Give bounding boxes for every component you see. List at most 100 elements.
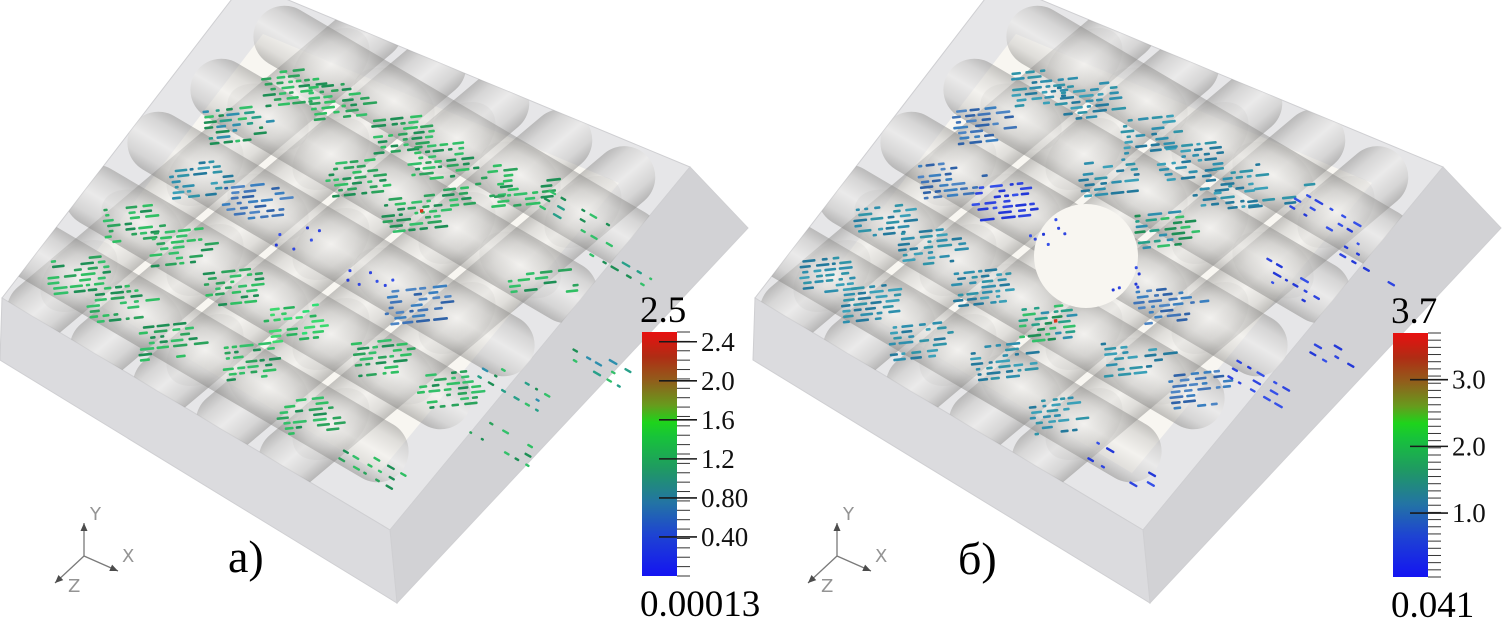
glyph-cluster <box>86 284 160 324</box>
yarn-crossing <box>292 28 370 100</box>
glyph-cluster <box>263 303 329 344</box>
colorbar-tick-label: 2.0 <box>701 366 735 396</box>
glyph-cluster <box>1120 114 1184 155</box>
glyph-cluster <box>951 106 1018 146</box>
x-axis-arrowhead <box>862 564 871 571</box>
colorbar: 2.4 2.0 1.6 1.2 0.80 0.40 2.5 0.00013 <box>640 290 760 625</box>
glyph-cluster <box>276 396 346 436</box>
glyph-cluster <box>853 203 919 237</box>
yarn-crossing <box>227 353 309 421</box>
glyph-cluster <box>1100 342 1178 378</box>
glyph-cluster <box>1339 242 1396 287</box>
yarn-crossing <box>101 189 183 257</box>
glyph-cluster <box>1309 343 1355 369</box>
yarn-crossing <box>479 141 561 209</box>
glyph-cluster <box>149 227 219 268</box>
glyph-cluster <box>338 449 407 490</box>
axis-label-y: Y <box>89 504 102 525</box>
colorbar-tick-label: 1.0 <box>1452 498 1486 528</box>
glyph-cluster <box>1054 81 1127 120</box>
yarn-crossing <box>418 102 496 174</box>
z-axis-arrowhead <box>55 574 64 583</box>
glyph-cluster <box>589 241 653 287</box>
colorbar-min-label: 0.041 <box>1391 585 1474 626</box>
z-axis-arrowhead <box>808 574 817 583</box>
glyph-cluster <box>308 82 378 122</box>
colorbar-max-label: 3.7 <box>1391 291 1437 332</box>
glyph-cluster <box>1028 218 1067 247</box>
glyph-cluster <box>1134 210 1201 250</box>
yarn-crossing <box>1045 388 1123 460</box>
yarn-crossing <box>292 118 370 190</box>
glyph-cluster <box>970 341 1040 382</box>
yarn-crossing <box>479 231 561 299</box>
axes-triad: XY Z <box>807 504 887 597</box>
red-accent-dot <box>1053 319 1058 323</box>
glyph-cluster <box>350 338 416 378</box>
glyph-cluster <box>381 193 453 234</box>
glyph-cluster <box>840 283 903 324</box>
axes-triad: XY Z <box>54 504 134 597</box>
colorbar-gradient <box>1393 333 1428 577</box>
glyph-cluster <box>1078 158 1140 198</box>
glyph-cluster <box>261 68 328 108</box>
glyph-cluster <box>1018 304 1078 343</box>
yarn-crossing <box>227 83 309 151</box>
glyph-cluster <box>1168 369 1234 410</box>
colorbar-tick-label: 1.2 <box>701 444 735 474</box>
yarn-crossing <box>1106 67 1188 135</box>
colorbar-gradient <box>642 332 677 576</box>
yarn-crossing <box>1045 298 1123 370</box>
glyph-cluster <box>951 268 1015 308</box>
glyph-cluster <box>507 268 579 294</box>
axis-label-z: Z <box>821 576 833 597</box>
missing-yarn-hole <box>1034 204 1138 308</box>
axis-label-x: X <box>122 546 134 567</box>
axis-label-y: Y <box>842 504 855 525</box>
glyph-cluster <box>1133 287 1210 326</box>
glyph-cluster <box>473 164 518 189</box>
weave <box>2 0 661 490</box>
glyph-cluster <box>917 162 988 200</box>
panel-a-label: а) <box>228 531 264 582</box>
yarn-crossing <box>544 176 622 248</box>
yarn-crossing <box>292 388 370 460</box>
yarn-crossing <box>353 337 435 405</box>
panel-b: XY Z 3.0 2.0 1.0 3.7 0.041 <box>752 0 1502 626</box>
glyph-cluster <box>222 341 282 382</box>
glyph-cluster <box>1156 141 1225 182</box>
yarn-crossing <box>919 314 997 386</box>
glyph-cluster <box>888 321 954 362</box>
yarn-crossing <box>980 353 1062 421</box>
glyph-cluster <box>102 203 167 244</box>
glyph-cluster <box>138 321 209 362</box>
glyph-cluster <box>371 114 435 155</box>
glyph-cluster <box>469 421 534 468</box>
colorbar-tick-label: 3.0 <box>1452 365 1486 395</box>
glyph-cluster <box>416 370 486 409</box>
axis-label-z: Z <box>68 576 80 597</box>
yarn-crossing <box>1171 282 1249 354</box>
yarn-crossing <box>166 314 244 386</box>
yarn-crossing <box>418 192 496 264</box>
glyph-cluster <box>1192 182 1269 210</box>
yarn-crossing <box>1297 176 1375 248</box>
yarn-crossing <box>1171 192 1249 264</box>
panel-b-label: б) <box>958 533 997 584</box>
yarn-crossing <box>854 279 936 347</box>
colorbar-tick-label: 2.0 <box>1452 431 1486 461</box>
glyph-cluster <box>407 141 475 180</box>
yarn-crossing <box>292 208 370 280</box>
glyph-clusters <box>799 69 1396 488</box>
yarn-crossing <box>227 263 309 331</box>
glyph-cluster <box>1111 266 1141 292</box>
glyph-clusters <box>47 68 653 490</box>
glyph-cluster <box>572 348 632 388</box>
glyph-cluster <box>274 226 321 251</box>
yarn-crossing <box>1045 118 1123 190</box>
y-axis-arrowhead <box>833 523 841 531</box>
glyph-cluster <box>1266 257 1321 303</box>
yarn-crossing <box>418 282 496 354</box>
colorbar-tick-label: 0.80 <box>701 483 748 513</box>
